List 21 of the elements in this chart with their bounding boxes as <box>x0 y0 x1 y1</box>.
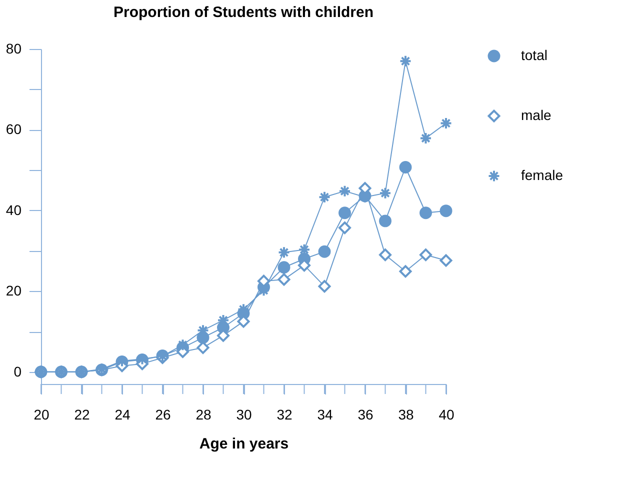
chart-title: Proportion of Students with children <box>114 4 374 21</box>
x-tick-label: 38 <box>398 406 414 422</box>
x-tick-label: 40 <box>438 406 454 422</box>
x-tick-label: 28 <box>196 406 212 422</box>
x-tick-label: 30 <box>236 406 252 422</box>
legend-label: female <box>521 167 564 183</box>
y-tick-label: 20 <box>6 282 22 299</box>
x-tick-label: 36 <box>358 406 374 422</box>
legend-label: male <box>521 107 552 123</box>
x-tick-label: 26 <box>155 406 171 422</box>
y-tick-label: 80 <box>6 40 22 56</box>
legend-label: total <box>521 47 548 63</box>
x-tick-label: 32 <box>276 406 292 422</box>
y-tick-label: 60 <box>6 121 22 138</box>
x-tick-label: 20 <box>34 406 50 422</box>
x-tick-label: 24 <box>114 406 130 422</box>
x-tick-label: 34 <box>317 406 333 422</box>
y-tick-label: 0 <box>14 363 22 380</box>
y-tick-label: 40 <box>6 202 22 218</box>
x-axis-title: Age in years <box>199 436 289 452</box>
x-tick-label: 22 <box>74 406 90 422</box>
